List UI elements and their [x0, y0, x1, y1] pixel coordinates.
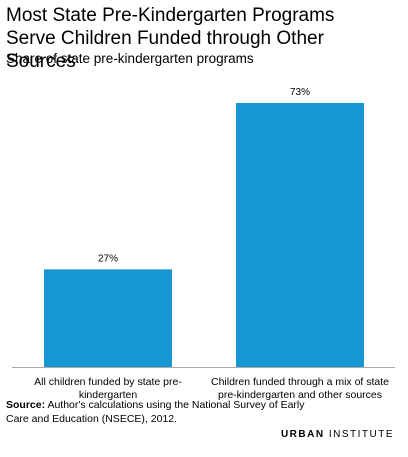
- logo: URBAN INSTITUTE: [281, 429, 394, 440]
- source-label: Source:: [6, 399, 46, 411]
- bar: [236, 103, 364, 367]
- logo-institute: INSTITUTE: [328, 429, 394, 440]
- source-text: Author's calculations using the National…: [6, 399, 305, 425]
- x-tick-label: Children funded through a mix of state p…: [210, 376, 390, 401]
- chart-subtitle: Share of state pre-kindergarten programs: [6, 51, 254, 66]
- logo-urban: URBAN: [280, 429, 325, 440]
- x-tick-label: All children funded by state pre-kinderg…: [34, 376, 182, 401]
- source: Source: Author's calculations using the …: [6, 398, 306, 426]
- chart-title: Most State Pre-Kindergarten Programs Ser…: [6, 5, 335, 72]
- value-label: 73%: [290, 87, 310, 98]
- value-label: 27%: [98, 253, 118, 264]
- bar: [44, 269, 172, 367]
